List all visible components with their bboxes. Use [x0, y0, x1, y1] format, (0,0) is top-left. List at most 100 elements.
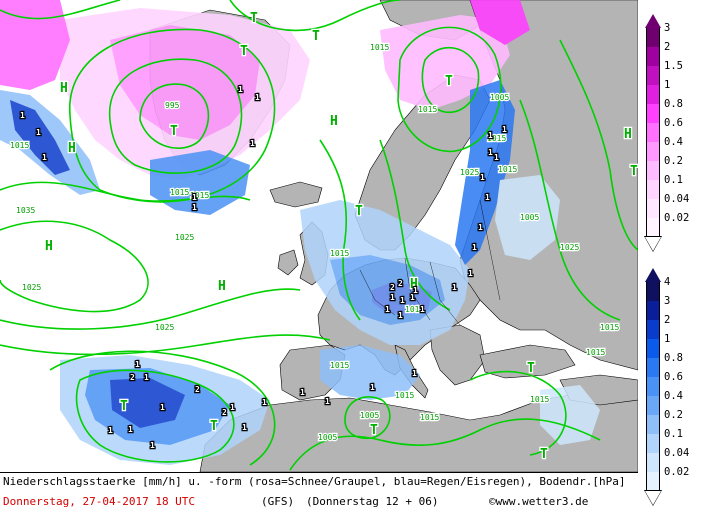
precip-label: 1	[370, 383, 375, 392]
pressure-label: 1015	[498, 165, 517, 174]
snow-legend-label: 0.6	[664, 117, 683, 129]
pressure-label: 1015	[418, 105, 437, 114]
precip-label: 1	[420, 305, 425, 314]
precip-label: 2	[195, 385, 200, 394]
snow-legend-swatch	[646, 199, 660, 218]
precip-label: 1	[230, 403, 235, 412]
pressure-label: 1015	[420, 413, 439, 422]
pressure-label: 1005	[520, 213, 539, 222]
high-pressure-marker: H	[410, 277, 418, 292]
snow-legend: 3 2 1.5 1 0.8 0.6 0.4 0.2 0.1 0.04 0.02	[640, 14, 704, 252]
snow-legend-swatch	[646, 218, 660, 237]
pressure-label: 1015	[395, 391, 414, 400]
snow-area-greenland-core	[110, 25, 260, 140]
snow-legend-label: 0.02	[664, 212, 690, 224]
precip-label: 1	[468, 269, 473, 278]
snow-legend-swatch	[646, 180, 660, 199]
caption-footer: Niederschlagsstaerke [mm/h] u. -form (ro…	[0, 472, 638, 513]
pressure-label: 1015	[405, 305, 424, 314]
precip-label: 1	[36, 128, 41, 137]
precip-label: 1	[262, 398, 267, 407]
snow-legend-swatch	[646, 47, 660, 66]
caption-datetime: Donnerstag, 27-04-2017 18 UTC	[3, 495, 196, 508]
precip-label: 1	[128, 425, 133, 434]
precip-label: 2	[390, 283, 395, 292]
snow-legend-label: 0.1	[664, 174, 683, 186]
precip-label: 1	[390, 293, 395, 302]
rain-area-azores-heavy	[110, 378, 185, 428]
low-pressure-marker: T	[527, 361, 535, 376]
isobar-east-med	[469, 370, 567, 456]
isobar-med-low	[344, 396, 391, 440]
precip-label: 1	[485, 193, 490, 202]
low-pressure-marker: T	[120, 399, 128, 414]
land-ireland	[277, 249, 299, 276]
snow-legend-swatch	[646, 123, 660, 142]
isobar-azores-1	[75, 369, 235, 463]
isobar-russia-2	[559, 39, 638, 251]
pressure-label: 1015	[600, 323, 619, 332]
pressure-label: 1015	[586, 348, 605, 357]
snow-legend-swatch	[646, 66, 660, 85]
pressure-label: 1015	[10, 141, 29, 150]
rain-legend-label: 1	[664, 333, 671, 345]
pressure-label: 1015	[370, 43, 389, 52]
isobars	[0, 0, 638, 471]
pressure-label: 1005	[360, 411, 379, 420]
rain-legend-label: 0.1	[664, 428, 683, 440]
caption-copyright: ©www.wetter3.de	[489, 495, 589, 508]
snow-legend-label: 0.04	[664, 193, 690, 205]
isobar-scandinavia-low	[421, 46, 480, 113]
pressure-label: 1025	[460, 168, 479, 177]
border-1	[359, 269, 396, 316]
rain-legend-label: 0.02	[664, 466, 690, 478]
pressure-label: 1015	[530, 395, 549, 404]
caption-run: (Donnerstag 12 + 06)	[306, 495, 439, 508]
caption-model: (GFS)	[261, 495, 295, 508]
rain-legend-swatch	[646, 339, 660, 358]
rain-legend-label: 3	[664, 295, 671, 307]
precip-label: 1	[242, 423, 247, 432]
isobar-north-2	[229, 0, 401, 32]
caption-line2: Donnerstag, 27-04-2017 18 UTC (GFS) (Don…	[3, 495, 588, 508]
precip-label: 1	[478, 223, 483, 232]
rain-area-east	[495, 175, 560, 260]
rain-area-labrador-core	[10, 100, 70, 175]
precip-label: 1	[250, 139, 255, 148]
precip-label: 1	[20, 111, 25, 120]
snow-legend-label: 2	[664, 41, 671, 53]
precip-label: 1	[42, 153, 47, 162]
border-3	[429, 261, 461, 326]
rain-legend-label: 4	[664, 276, 671, 288]
rain-area-mediterranean	[320, 345, 420, 400]
isobar-atlantic-3	[0, 288, 301, 330]
isobar-north-1	[0, 0, 121, 20]
precip-label: 1	[400, 296, 405, 305]
high-pressure-marker: H	[624, 127, 632, 142]
isobar-europe-1	[319, 139, 361, 321]
high-pressure-marker: H	[218, 279, 226, 294]
low-pressure-marker: T	[630, 164, 638, 179]
rain-legend-swatch	[646, 320, 660, 339]
precip-label: 1	[108, 426, 113, 435]
pressure-markers: H H H H H H H T T T T T T T T T T T T	[44, 10, 638, 464]
snow-area-barents	[470, 0, 530, 45]
map-canvas: 1015 1015 1015 1015 1015 1015 1015 1015 1015 1015…	[0, 0, 638, 472]
snow-legend-swatch	[646, 28, 660, 47]
high-pressure-marker: H	[68, 141, 76, 156]
snow-legend-label: 0.2	[664, 155, 683, 167]
pressure-label: 1025	[22, 283, 41, 292]
precip-label: 1	[238, 85, 243, 94]
snow-legend-arrow-up-icon	[645, 14, 661, 28]
precip-label: 1	[452, 283, 457, 292]
snow-legend-swatch	[646, 161, 660, 180]
precip-intensity-labels: 1111111111111111111111112211211111111111…	[19, 84, 509, 452]
rain-legend-label: 2	[664, 314, 671, 326]
precip-label: 1	[480, 173, 485, 182]
low-pressure-marker: T	[445, 74, 453, 89]
isobar-atlantic-2	[0, 220, 149, 313]
rain-legend-label: 0.04	[664, 447, 690, 459]
pressure-label: 1015	[487, 134, 506, 143]
pressure-label: 1015	[330, 361, 349, 370]
pressure-label: 1025	[560, 243, 579, 252]
